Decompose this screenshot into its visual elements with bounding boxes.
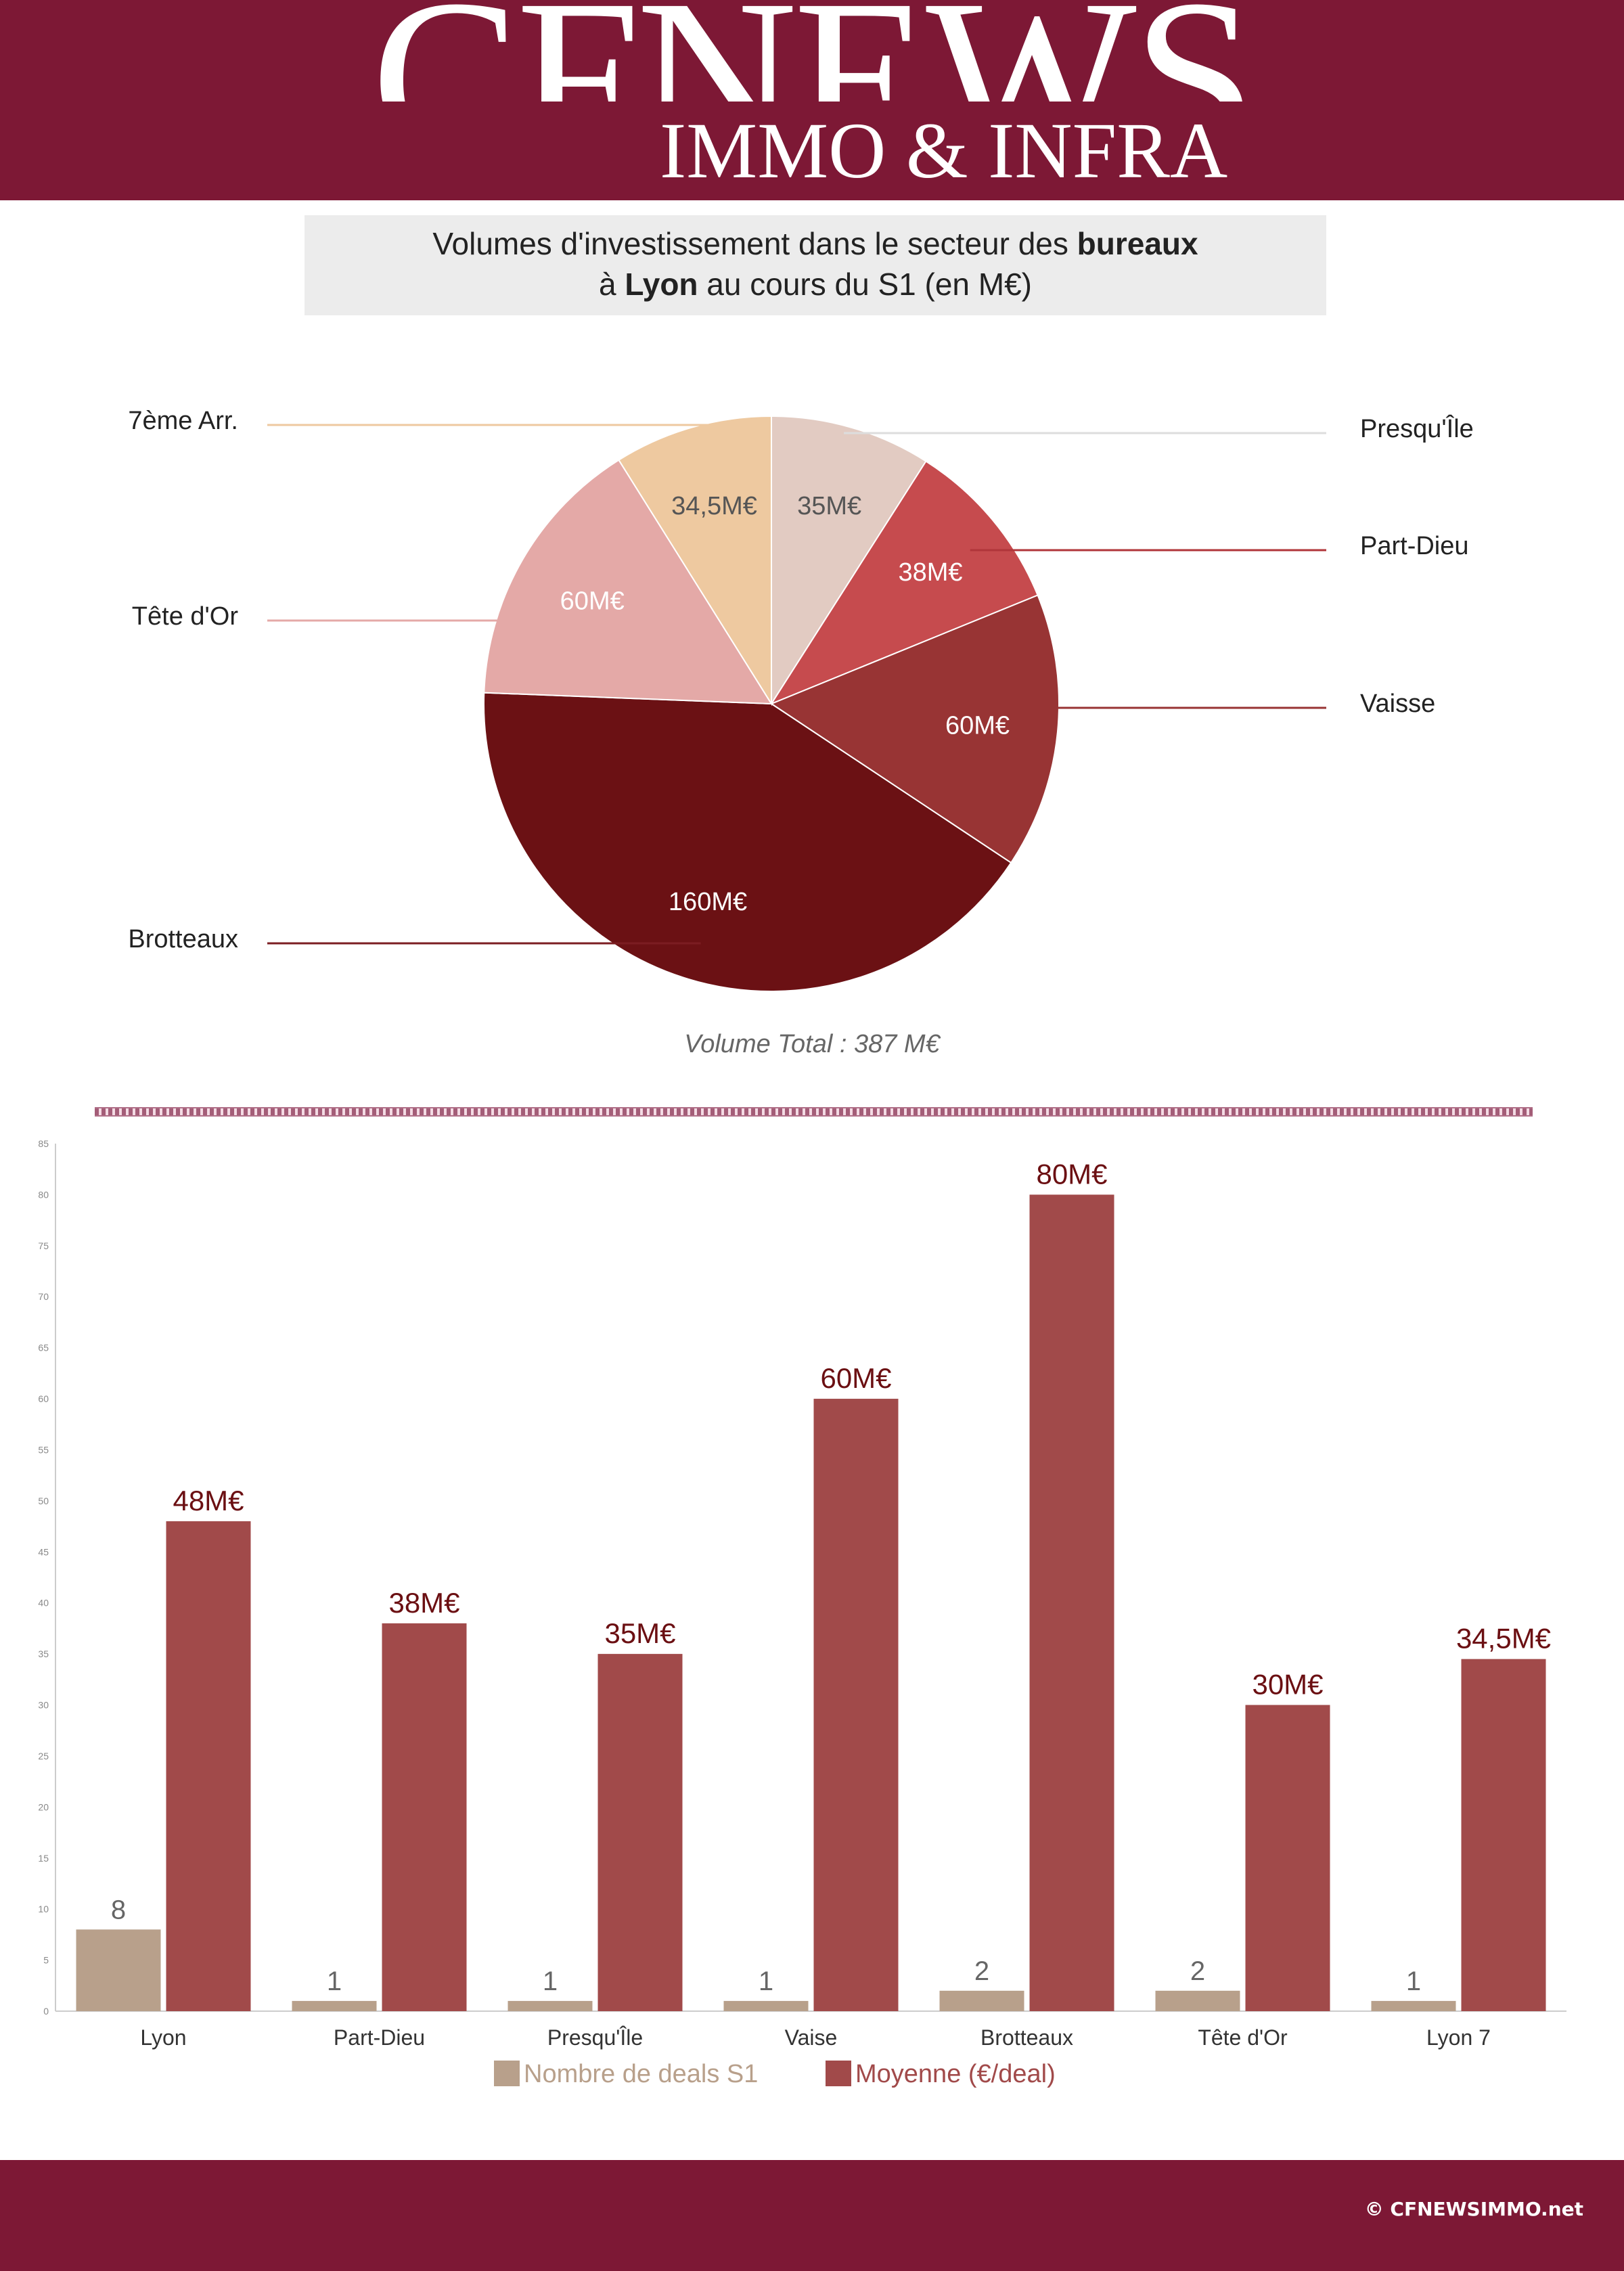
legend-swatch-deals [494,2061,520,2086]
y-tick-label: 70 [38,1291,49,1302]
bar-value-label: 60M€ [820,1362,891,1394]
x-tick-label: Lyon 7 [1426,2025,1491,2050]
x-tick-label: Vaise [785,2025,838,2050]
bar-value-label: 34,5M€ [1456,1623,1551,1655]
legend-swatch-average [826,2061,851,2086]
bar-value-label: 2 [974,1956,989,1986]
bar-value-label: 35M€ [604,1617,675,1649]
chart-title: Volumes d'investissement dans le secteur… [432,226,1198,302]
pie-slice [483,459,773,705]
bar-value-label: 2 [1190,1956,1205,1986]
copyright: © CFNEWSIMMO.net [1364,2198,1583,2220]
y-tick-label: 25 [38,1751,49,1761]
header-banner: CFNEWS IMMO & INFRA [0,0,1624,200]
bar-value-label: 1 [759,1966,773,1996]
y-tick-label: 10 [38,1904,49,1914]
footer-banner: © CFNEWSIMMO.net [0,2160,1624,2271]
bar-value-label: 38M€ [388,1587,459,1619]
bar-value-label: 1 [327,1966,342,1996]
bar-average [1029,1194,1114,2011]
pie-value-label: 60M€ [560,587,625,616]
bar-value-label: 8 [111,1895,126,1925]
pie-value-label: 60M€ [945,711,1010,740]
y-tick-label: 45 [38,1546,49,1557]
bar-average [382,1623,467,2011]
pie-category-label: Tête d'Or [132,602,239,631]
bar-deals [723,2000,809,2011]
y-tick-label: 80 [38,1189,49,1200]
bar-value-label: 30M€ [1252,1669,1323,1701]
bar-average [1461,1659,1546,2011]
bar-average [166,1521,251,2011]
bar-chart: 0 5 10 15 20 25 30 35 40 45 50 55 60 65 70 75 80 85 8 48M€ L… [38,1138,1566,2050]
pie-chart: Presqu'Île 35M€ Part-Dieu 38M€ Vaisse 60M€ Bro… [128,407,1474,992]
y-tick-label: 65 [38,1343,49,1353]
x-tick-label: Tête d'Or [1198,2025,1288,2050]
y-tick-label: 35 [38,1648,49,1659]
legend-item-deals: Nombre de deals S1 [494,2057,758,2091]
pie-category-label: Presqu'Île [1360,414,1474,443]
volume-total: Volume Total : 387 M€ [684,1030,940,1058]
bar-average [1245,1705,1330,2011]
y-tick-label: 15 [38,1853,49,1864]
bar-average [813,1399,899,2011]
x-tick-label: Brotteaux [980,2025,1073,2050]
y-tick-label: 5 [43,1955,49,1966]
pie-slice [483,692,1012,992]
y-tick-label: 60 [38,1393,49,1404]
y-tick-label: 50 [38,1496,49,1506]
bar-average [597,1654,683,2011]
x-tick-label: Part-Dieu [334,2025,425,2050]
bar-deals [1155,1990,1240,2011]
x-tick-label: Lyon [140,2025,186,2050]
pie-value-label: 34,5M€ [671,492,757,520]
pie-slice [769,594,1060,864]
bar-deals [508,2000,593,2011]
brand-logo: CFNEWS IMMO & INFRA [0,0,1624,200]
pie-category-label: Part-Dieu [1360,532,1469,560]
bar-deals [76,1929,161,2011]
pie-value-label: 160M€ [669,888,747,916]
bar-value-label: 1 [543,1966,558,1996]
bar-value-label: 1 [1406,1966,1421,1996]
pie-slice [769,460,1039,706]
pie-category-label: 7ème Arr. [128,407,238,435]
y-tick-label: 85 [38,1138,49,1149]
pie-slice [618,415,772,706]
y-tick-label: 30 [38,1700,49,1711]
bar-deals [292,2000,377,2011]
pie-category-label: Brotteaux [128,925,238,953]
logo-sub-text: IMMO & INFRA [660,106,1228,195]
section-divider [95,1107,1533,1117]
bar-deals [939,1990,1024,2011]
y-tick-label: 55 [38,1444,49,1455]
bar-value-label: 80M€ [1036,1158,1107,1190]
legend-item-average: Moyenne (€/deal) [826,2057,1056,2091]
logo-main-text: CFNEWS [0,0,1624,102]
bar-deals [1371,2000,1456,2011]
pie-category-label: Vaisse [1360,690,1435,718]
pie-slice [771,415,927,706]
pie-value-label: 38M€ [898,558,962,587]
x-tick-label: Presqu'Île [547,2025,643,2050]
y-tick-label: 20 [38,1801,49,1812]
bar-value-label: 48M€ [173,1485,244,1516]
title-box [304,215,1326,315]
pie-value-label: 35M€ [797,492,861,520]
y-tick-label: 75 [38,1240,49,1251]
y-tick-label: 40 [38,1598,49,1609]
y-tick-label: 0 [43,2006,49,2017]
